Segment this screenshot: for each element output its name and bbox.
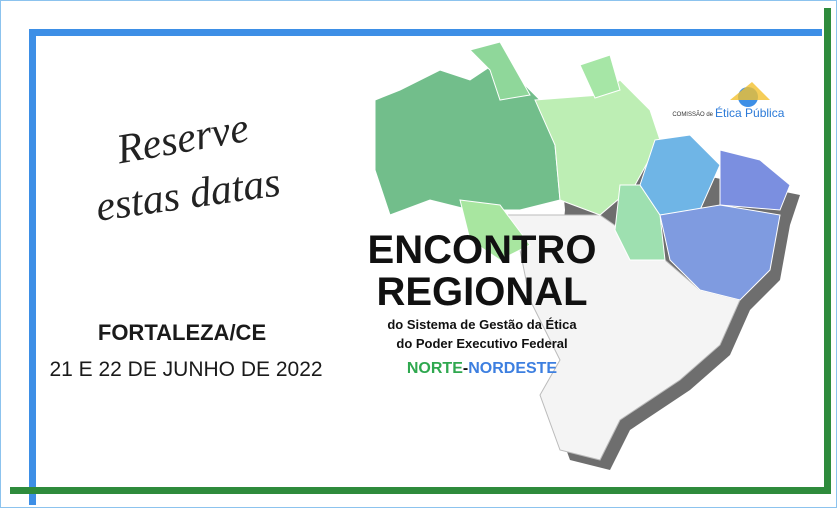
roraima (469, 41, 531, 101)
green-right-bar (824, 8, 831, 494)
region-separator: - (463, 360, 468, 377)
logo-shape (730, 82, 770, 100)
region-north: NORTE (407, 360, 463, 377)
dates: 21 E 22 DE JUNHO DE 2022 (49, 358, 322, 381)
rondonia (459, 199, 531, 261)
amapa (579, 54, 621, 99)
logo-prefix: COMISSÃO de (672, 111, 713, 118)
logo-name: Ética Pública (715, 105, 785, 120)
bahia (659, 204, 781, 301)
blue-left-bar (29, 29, 36, 505)
logo: COMISSÃO de Ética Pública (672, 82, 785, 120)
event-title2: REGIONAL (376, 270, 587, 314)
location: FORTALEZA/CE (98, 320, 266, 345)
map (374, 41, 800, 470)
region-northeast: NORDESTE (468, 360, 557, 377)
event-region: NORTE-NORDESTE (407, 360, 558, 377)
event-subtitle1: do Sistema de Gestão da Ética (387, 317, 577, 332)
ceara (719, 149, 791, 211)
blue-top-bar (29, 29, 822, 36)
event-subtitle2: do Poder Executivo Federal (396, 336, 567, 351)
green-bottom-bar (10, 487, 831, 494)
south-states (499, 214, 741, 461)
event-title1: ENCONTRO (368, 228, 597, 272)
